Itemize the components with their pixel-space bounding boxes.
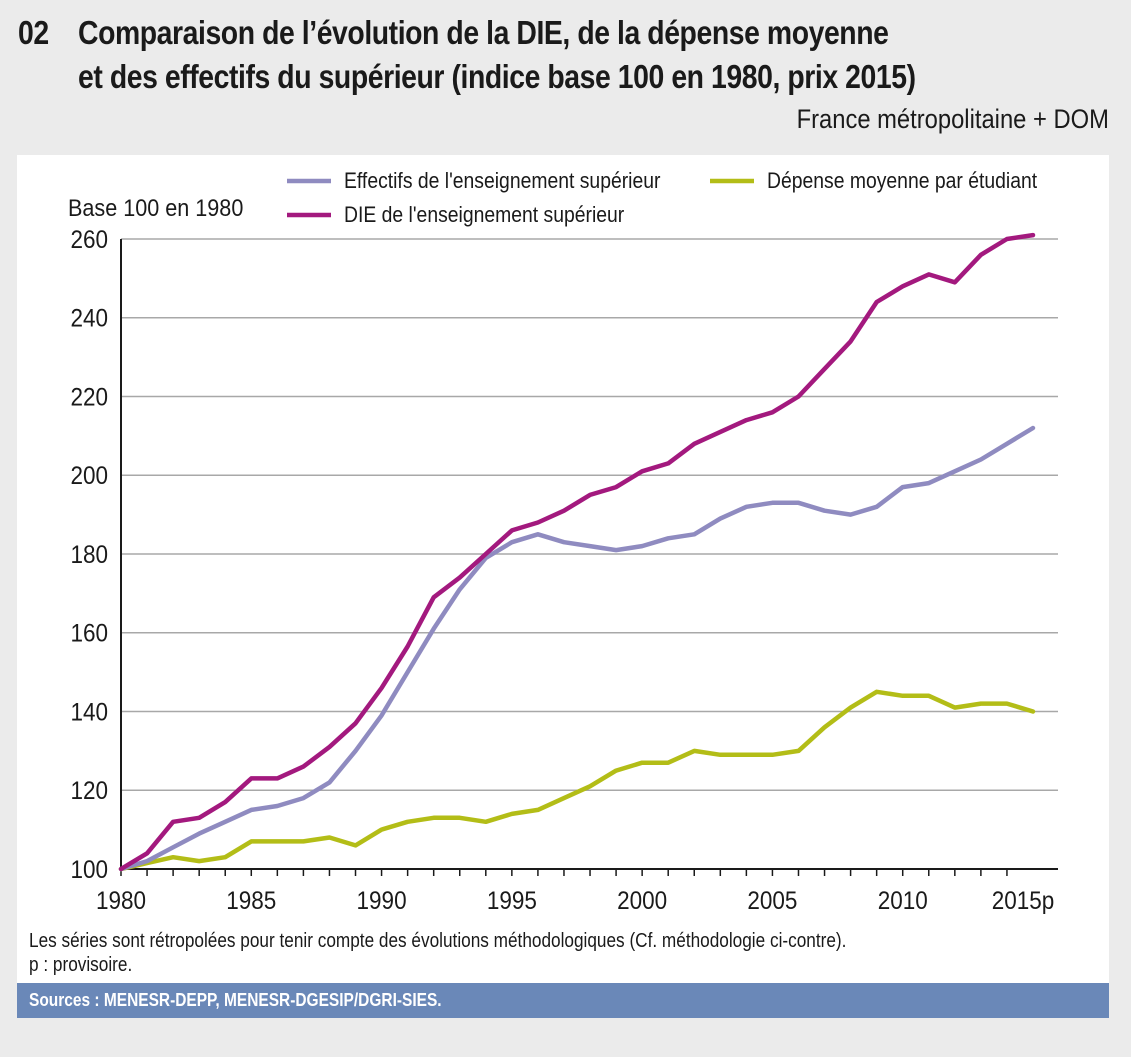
y-axis-tick-labels: 100 120 140 160 180 200 220 240 260 [70, 226, 108, 884]
sources-text: Sources : MENESR-DEPP, MENESR-DGESIP/DGR… [29, 990, 442, 1010]
legend-item-depense-moyenne: Dépense moyenne par étudiant [710, 169, 1037, 193]
figure-number: 02 [18, 14, 49, 51]
x-tick-label: 1980 [96, 887, 146, 915]
y-tick-label: 260 [70, 226, 108, 254]
note-provisional: p : provisoire. [29, 954, 133, 976]
series-lines [118, 232, 1036, 872]
legend-label: Effectifs de l'enseignement supérieur [344, 169, 661, 193]
chart-title-line-2: et des effectifs du supérieur (indice ba… [78, 58, 916, 95]
x-tick-label: 1985 [226, 887, 276, 915]
y-tick-label: 180 [70, 541, 108, 569]
chart-subtitle: France métropolitaine + DOM [796, 104, 1109, 134]
legend-label: DIE de l'enseignement supérieur [344, 203, 624, 227]
legend: Effectifs de l'enseignement supérieur Dép… [287, 169, 1037, 227]
gridlines [121, 238, 1058, 791]
series-line-effectifs [118, 425, 1036, 872]
y-tick-label: 160 [70, 620, 108, 648]
y-axis-label: Base 100 en 1980 [68, 194, 243, 221]
y-tick-label: 100 [70, 856, 108, 884]
chart-title-line-1: Comparaison de l’évolution de la DIE, de… [78, 14, 889, 51]
x-tick-label: 2010 [878, 887, 928, 915]
y-tick-label: 140 [70, 698, 108, 726]
x-tick-label: 2000 [617, 887, 667, 915]
x-tick-label: 1990 [357, 887, 407, 915]
sources-bar: Sources : MENESR-DEPP, MENESR-DGESIP/DGR… [17, 983, 1109, 1018]
y-tick-label: 120 [70, 777, 108, 805]
series-line-die [118, 232, 1036, 872]
legend-item-die: DIE de l'enseignement supérieur [287, 203, 624, 227]
y-tick-label: 220 [70, 383, 108, 411]
x-tick-label: 1995 [487, 887, 537, 915]
note-methodology: Les séries sont rétropolées pour tenir c… [29, 930, 847, 952]
series-line-depense-moyenne [118, 689, 1036, 872]
chart-panel [17, 155, 1109, 983]
y-tick-label: 240 [70, 305, 108, 333]
y-tick-label: 200 [70, 462, 108, 490]
x-tick-label: 2005 [747, 887, 797, 915]
legend-item-effectifs: Effectifs de l'enseignement supérieur [287, 169, 661, 193]
x-axis: 1980 1985 1990 1995 2000 2005 2010 2015p [96, 239, 1058, 915]
x-tick-label: 2015p [992, 887, 1055, 915]
legend-label: Dépense moyenne par étudiant [767, 169, 1037, 193]
